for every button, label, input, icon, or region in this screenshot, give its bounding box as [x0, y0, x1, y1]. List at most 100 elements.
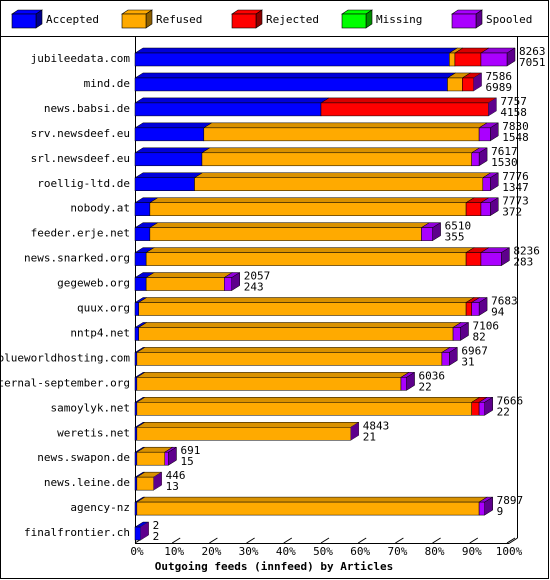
bar-segment	[480, 47, 516, 67]
bar	[134, 277, 147, 291]
x-tick-label: 80%	[425, 545, 445, 558]
bar	[462, 77, 474, 92]
bar	[471, 302, 480, 316]
total-label: 7666	[497, 394, 524, 407]
x-tick-label: 60%	[350, 545, 370, 558]
accepted-label: 94	[491, 306, 505, 319]
bar-side	[488, 97, 497, 116]
bar	[454, 52, 482, 67]
accepted-label: 1347	[502, 181, 529, 194]
bar-segment	[350, 422, 359, 441]
bar	[134, 202, 151, 216]
bar-segment	[134, 147, 211, 167]
bar-segment	[452, 321, 470, 341]
total-label: 4843	[363, 419, 390, 432]
bar	[480, 202, 491, 216]
bar	[134, 402, 138, 416]
bar-top	[135, 347, 451, 353]
legend-item: Accepted	[11, 9, 99, 29]
legend-item: Missing	[341, 9, 422, 29]
bar-segment	[201, 147, 481, 167]
bar	[452, 327, 461, 341]
bar	[134, 77, 448, 92]
total-label: 7776	[502, 170, 529, 183]
total-label: 7617	[491, 145, 517, 158]
total-label: 6510	[445, 220, 472, 233]
bar-segment	[140, 522, 149, 541]
bar-top	[135, 372, 410, 378]
accepted-label: 6989	[486, 81, 513, 94]
legend-swatch	[231, 13, 257, 29]
bar-segment	[441, 346, 459, 366]
legend-label: Missing	[376, 13, 422, 26]
bar	[203, 127, 480, 142]
accepted-label: 1548	[502, 131, 529, 144]
x-tick-label: 30%	[239, 545, 259, 558]
y-tick-label: news.leine.de	[44, 476, 130, 489]
accepted-label: 283	[513, 256, 533, 269]
x-tick	[320, 537, 330, 544]
bar	[164, 451, 169, 466]
accepted-label: 372	[502, 206, 522, 219]
x-tick	[171, 537, 181, 544]
x-tick	[506, 537, 516, 544]
bar-segment	[149, 222, 431, 242]
bar	[136, 402, 472, 416]
y-tick-label: feeder.erje.net	[31, 227, 130, 240]
bar	[136, 352, 443, 366]
bar-segment	[145, 272, 234, 292]
accepted-label: 355	[445, 231, 465, 244]
bar-segment	[470, 297, 488, 316]
bar-segment	[480, 197, 500, 217]
bar-top	[134, 122, 213, 129]
bar-side	[140, 522, 149, 541]
bar	[134, 427, 138, 441]
accepted-label: 22	[497, 405, 510, 418]
total-label: 2	[153, 519, 160, 532]
accepted-label: 22	[419, 380, 432, 393]
bar	[145, 252, 467, 266]
bar-segment	[223, 272, 241, 292]
bar	[471, 152, 480, 167]
legend-swatch	[451, 13, 477, 29]
bar	[134, 302, 139, 316]
bar	[134, 501, 138, 516]
bar-top	[137, 297, 475, 303]
bar	[421, 227, 433, 241]
y-tick-label: news.swapon.de	[37, 451, 130, 464]
bar	[478, 127, 491, 142]
bar-segment	[420, 222, 442, 242]
bar	[134, 476, 138, 491]
bar-top	[145, 247, 475, 253]
bar	[134, 177, 195, 191]
bar-segment	[134, 97, 330, 117]
bar	[480, 52, 508, 67]
bar-top	[134, 72, 457, 79]
bar-segment	[137, 297, 475, 316]
accepted-label: 9	[497, 505, 504, 518]
bar	[149, 227, 422, 241]
bar	[400, 377, 407, 391]
bar-segment	[470, 147, 488, 167]
x-tick	[209, 537, 218, 544]
legend-label: Refused	[156, 13, 202, 26]
bar	[136, 451, 166, 466]
y-tick-label: srv.newsdeef.eu	[31, 127, 130, 140]
bar-side	[473, 72, 482, 91]
bar-segment	[135, 396, 481, 416]
legend-swatch	[341, 13, 367, 29]
bar	[471, 402, 480, 416]
bar	[134, 252, 147, 266]
bar	[136, 427, 352, 441]
bar-segment	[153, 472, 162, 491]
bar-segment	[134, 172, 204, 192]
x-tick-label: 20%	[201, 545, 221, 558]
y-tick-label: news.babsi.de	[44, 102, 130, 115]
y-tick-label: finalfrontier.ch	[24, 526, 130, 539]
bar-top	[201, 147, 481, 154]
bar	[138, 327, 454, 341]
x-axis-depth	[508, 537, 518, 544]
legend-label: Rejected	[266, 13, 319, 26]
bar	[134, 127, 205, 142]
bar	[320, 102, 489, 117]
